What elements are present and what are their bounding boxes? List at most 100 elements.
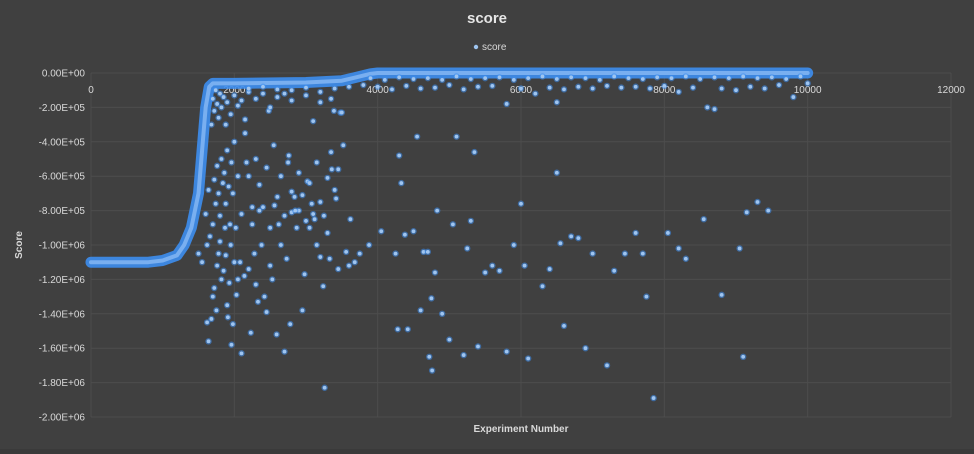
data-point	[454, 134, 459, 139]
data-point	[633, 84, 638, 89]
data-point	[590, 251, 595, 256]
data-point	[322, 385, 327, 390]
data-point	[215, 102, 220, 106]
data-point	[232, 260, 237, 265]
data-point	[329, 167, 334, 172]
data-point	[253, 96, 258, 101]
data-point	[208, 234, 212, 239]
data-point	[279, 243, 283, 247]
data-point	[223, 225, 227, 230]
data-point	[314, 160, 319, 165]
data-point	[210, 96, 215, 101]
data-point	[347, 263, 351, 268]
data-point	[666, 231, 670, 235]
data-point	[284, 256, 289, 261]
data-point	[250, 222, 255, 227]
data-point	[558, 241, 563, 246]
data-point	[232, 93, 237, 98]
data-point	[626, 76, 631, 81]
data-point	[318, 255, 323, 259]
data-point	[234, 292, 239, 297]
frontier-series	[85, 67, 814, 268]
data-point	[225, 100, 230, 105]
y-tick-label: -2.00E+06	[39, 413, 86, 424]
data-point	[219, 105, 224, 110]
data-point	[497, 75, 502, 80]
data-point	[252, 251, 257, 256]
data-point	[427, 354, 432, 359]
data-point	[633, 231, 638, 235]
data-point	[712, 75, 717, 80]
data-point	[583, 76, 588, 81]
data-point	[264, 165, 269, 170]
data-point	[583, 346, 588, 351]
data-point	[640, 251, 645, 256]
data-point	[318, 200, 323, 204]
data-point	[275, 95, 280, 99]
data-point	[454, 74, 459, 79]
data-point	[311, 119, 316, 124]
data-point	[205, 243, 210, 247]
x-tick-label: 8000	[653, 85, 676, 96]
data-point	[253, 157, 258, 161]
data-point	[221, 268, 226, 273]
data-point	[522, 263, 527, 268]
data-point	[468, 77, 473, 81]
data-point	[748, 84, 753, 89]
data-point	[275, 194, 280, 199]
y-tick-label: -1.40E+06	[39, 309, 86, 320]
data-point	[220, 181, 225, 185]
data-point	[253, 282, 258, 287]
data-point	[447, 337, 452, 342]
data-point	[292, 194, 297, 199]
data-point	[212, 177, 217, 182]
data-point	[294, 225, 299, 230]
data-point	[225, 315, 230, 320]
data-point	[257, 208, 262, 213]
data-point	[504, 102, 509, 106]
y-axis-label: Score	[14, 231, 25, 259]
data-point	[268, 225, 273, 230]
data-point	[734, 88, 738, 93]
data-point	[325, 231, 330, 235]
data-point	[274, 332, 279, 337]
data-point	[216, 115, 221, 120]
data-point	[206, 188, 211, 192]
data-point	[352, 260, 357, 265]
data-point	[511, 77, 516, 82]
data-point	[433, 85, 437, 90]
data-point	[223, 253, 228, 258]
data-point	[425, 249, 430, 254]
data-point	[405, 327, 410, 332]
data-point	[262, 294, 267, 299]
data-point	[451, 222, 455, 227]
data-point	[212, 286, 217, 290]
data-point	[268, 263, 273, 268]
data-point	[206, 339, 211, 344]
data-point	[490, 263, 495, 268]
x-axis-label: Experiment Number	[473, 424, 568, 435]
data-point	[212, 108, 217, 113]
data-point	[314, 243, 319, 247]
data-point	[243, 117, 247, 122]
data-point	[341, 143, 346, 148]
data-point	[300, 308, 305, 313]
data-point	[304, 219, 308, 223]
legend[interactable]: score	[473, 42, 507, 53]
data-point	[676, 246, 681, 251]
data-point	[651, 396, 656, 400]
data-point	[511, 243, 516, 247]
data-point	[357, 251, 362, 256]
data-point	[228, 112, 233, 117]
data-point	[562, 87, 566, 92]
data-point	[272, 203, 277, 208]
data-point	[239, 98, 244, 103]
data-point	[766, 208, 771, 213]
data-point	[238, 260, 242, 265]
data-point	[218, 213, 222, 218]
data-point	[375, 84, 380, 89]
data-point	[719, 86, 724, 91]
data-point	[325, 176, 330, 180]
